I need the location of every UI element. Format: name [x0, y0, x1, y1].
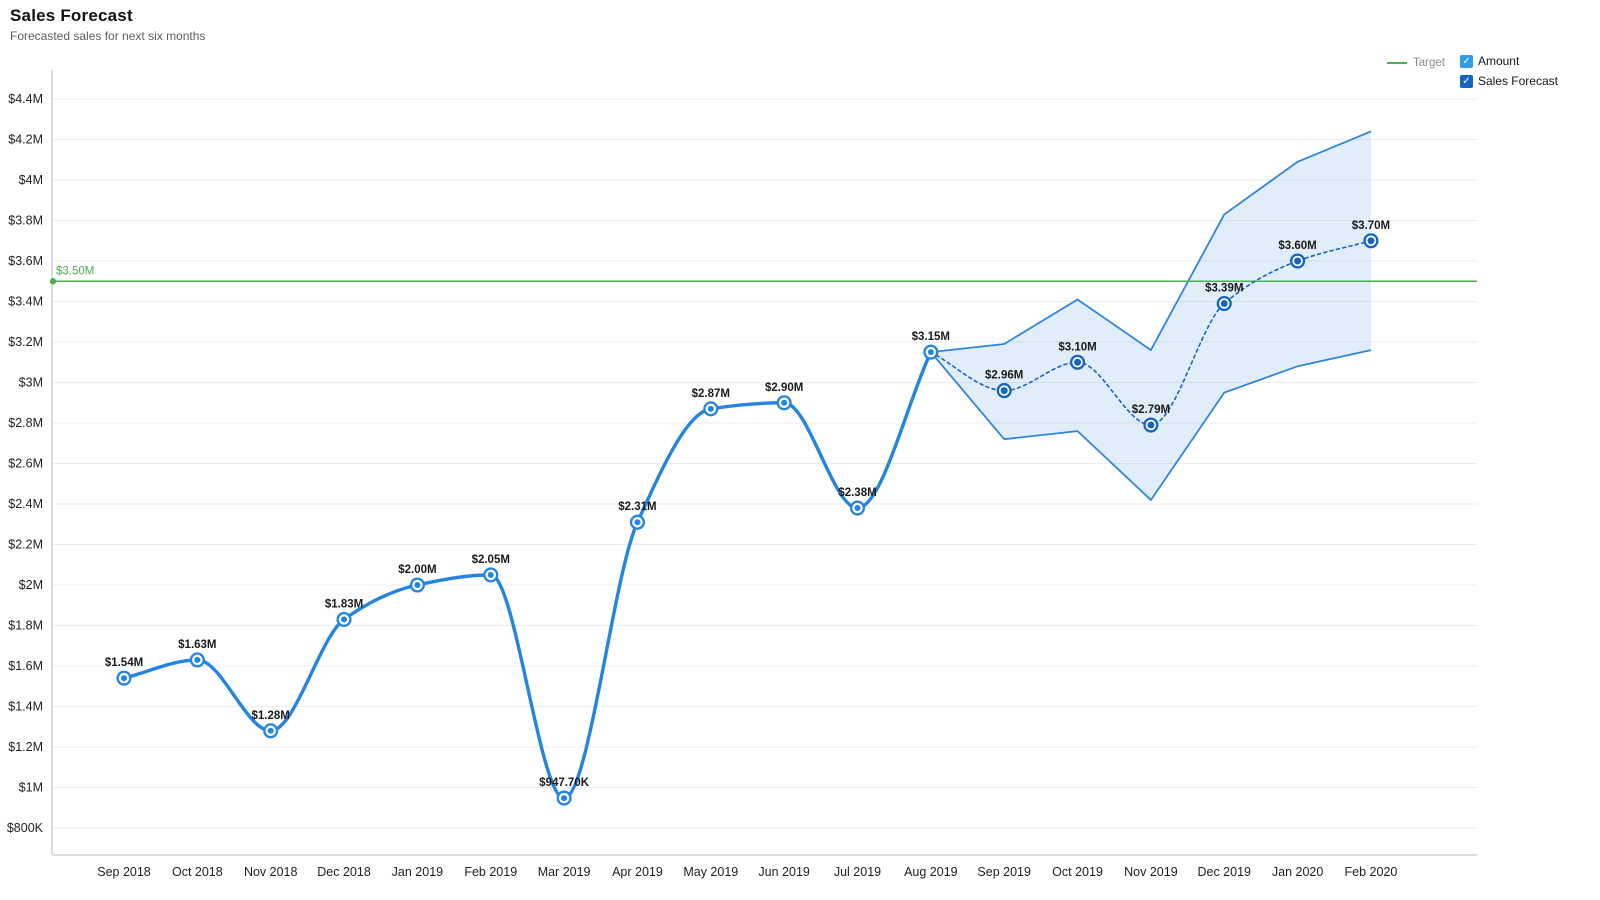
forecast-point[interactable] [1143, 417, 1159, 433]
forecast-point[interactable] [1070, 354, 1086, 370]
x-tick-label: Dec 2018 [317, 865, 371, 879]
confidence-band [930, 131, 1371, 500]
x-tick-label: Nov 2019 [1124, 865, 1178, 879]
x-tick-label: Jun 2019 [758, 865, 809, 879]
forecast-point[interactable] [1290, 253, 1306, 269]
y-tick-label: $2M [19, 578, 43, 592]
legend-target-label: Target [1412, 57, 1445, 69]
point-label: $2.96M [985, 370, 1023, 382]
point-label: $3.15M [912, 331, 950, 343]
point-label: $3.60M [1278, 240, 1316, 252]
y-tick-label: $2.6M [8, 457, 43, 471]
amount-line [122, 350, 933, 800]
point-label: $2.87M [692, 388, 730, 400]
y-tick-label: $3.6M [8, 254, 43, 268]
point-label: $1.28M [252, 710, 290, 722]
confidence-band-upper-edge [930, 130, 1372, 354]
y-tick-label: $4.4M [8, 92, 43, 106]
y-tick-label: $4M [19, 173, 43, 187]
x-tick-label: Aug 2019 [904, 865, 958, 879]
page-subtitle: Forecasted sales for next six months [10, 29, 206, 43]
y-tick-label: $1.2M [8, 740, 43, 754]
sales-forecast-checkbox[interactable]: ✓ [1459, 74, 1473, 88]
forecast-point[interactable] [1363, 233, 1379, 249]
chart-legend: Target ✓ Amount ✓ Sales Forecast [1386, 54, 1558, 88]
y-tick-label: $1.4M [8, 700, 43, 714]
amount-point[interactable] [556, 790, 572, 806]
point-label: $1.83M [325, 598, 363, 610]
confidence-band-lower-edge [930, 349, 1372, 501]
x-tick-label: Dec 2019 [1197, 865, 1251, 879]
point-label: $947.70K [539, 777, 590, 789]
y-tick-label: $3.4M [8, 295, 43, 309]
target-line-swatch [1386, 62, 1407, 64]
y-tick-label: $4.2M [8, 133, 43, 147]
x-tick-label: Jul 2019 [834, 865, 881, 879]
point-label: $2.31M [618, 501, 656, 513]
x-tick-label: Sep 2019 [977, 865, 1031, 879]
amount-point[interactable] [189, 652, 205, 668]
y-tick-label: $3.2M [8, 335, 43, 349]
x-tick-label: Mar 2019 [538, 865, 591, 879]
amount-checkbox[interactable]: ✓ [1459, 54, 1473, 68]
amount-point[interactable] [849, 500, 866, 516]
chart-header: Sales Forecast Forecasted sales for next… [10, 6, 205, 43]
legend-item-sales-forecast[interactable]: ✓ Sales Forecast [1459, 74, 1558, 88]
point-label: $2.00M [398, 564, 436, 576]
x-tick-label: Feb 2020 [1345, 865, 1398, 879]
y-tick-label: $2.2M [8, 538, 43, 552]
point-label: $3.70M [1352, 220, 1390, 232]
amount-point[interactable] [629, 514, 645, 530]
x-tick-label: May 2019 [683, 865, 738, 879]
amount-point[interactable] [923, 344, 939, 360]
point-label: $2.05M [472, 554, 510, 566]
x-tick-label: Jan 2020 [1272, 865, 1323, 879]
legend-series-list: ✓ Amount ✓ Sales Forecast [1459, 54, 1558, 88]
legend-target: Target [1386, 57, 1445, 69]
point-label: $2.79M [1132, 404, 1170, 416]
forecast-point[interactable] [996, 383, 1012, 399]
point-label: $3.10M [1058, 341, 1096, 353]
amount-point[interactable] [483, 567, 499, 583]
point-label: $1.54M [105, 657, 143, 669]
point-label: $3.39M [1205, 283, 1243, 295]
forecast-point[interactable] [1216, 295, 1232, 312]
target-value-label: $3.50M [56, 265, 94, 277]
y-tick-label: $3.8M [8, 214, 43, 228]
y-grid [52, 98, 1477, 829]
point-label: $1.63M [178, 639, 216, 651]
x-tick-label: Oct 2019 [1052, 865, 1103, 879]
amount-point[interactable] [116, 670, 132, 686]
y-tick-label: $1.8M [8, 619, 43, 633]
amount-point[interactable] [776, 395, 792, 411]
y-tick-label: $1.6M [8, 659, 43, 673]
y-tick-label: $2.8M [8, 416, 43, 430]
x-tick-label: Apr 2019 [612, 865, 663, 879]
x-tick-label: Oct 2018 [172, 865, 223, 879]
sales-forecast-label: Sales Forecast [1477, 74, 1558, 88]
point-label: $2.90M [765, 382, 803, 394]
axis-labels: $800K $1M $1.2M $1.4M $1.6M $1.8M $2M $2.2M $2.4… [7, 92, 1398, 879]
y-tick-label: $2.4M [8, 497, 43, 511]
amount-point[interactable] [263, 723, 279, 739]
y-tick-label: $1M [19, 781, 43, 795]
amount-label: Amount [1477, 54, 1520, 68]
x-tick-label: Jan 2019 [392, 865, 443, 879]
amount-point[interactable] [703, 401, 719, 417]
x-tick-label: Nov 2018 [244, 865, 298, 879]
amount-point[interactable] [409, 577, 425, 593]
amount-point[interactable] [336, 611, 352, 627]
target-line-dot [49, 278, 57, 285]
y-tick-label: $800K [7, 821, 44, 835]
x-tick-label: Feb 2019 [464, 865, 517, 879]
y-tick-label: $3M [19, 376, 43, 390]
page-title: Sales Forecast [10, 6, 133, 25]
point-label: $2.38M [838, 487, 876, 499]
x-tick-label: Sep 2018 [97, 865, 151, 879]
legend-item-amount[interactable]: ✓ Amount [1459, 54, 1558, 68]
